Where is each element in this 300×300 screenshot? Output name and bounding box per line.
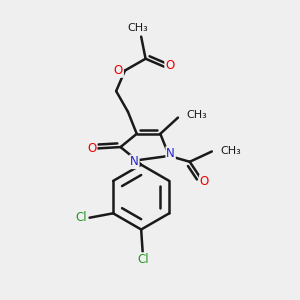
Text: N: N xyxy=(166,147,175,160)
Text: N: N xyxy=(130,155,139,168)
Text: O: O xyxy=(200,175,209,188)
Text: O: O xyxy=(114,64,123,77)
Text: CH₃: CH₃ xyxy=(220,146,241,157)
Text: Cl: Cl xyxy=(75,211,86,224)
Text: Cl: Cl xyxy=(137,253,149,266)
Text: CH₃: CH₃ xyxy=(186,110,207,120)
Text: O: O xyxy=(165,59,174,72)
Text: CH₃: CH₃ xyxy=(128,23,148,33)
Text: O: O xyxy=(87,142,97,155)
